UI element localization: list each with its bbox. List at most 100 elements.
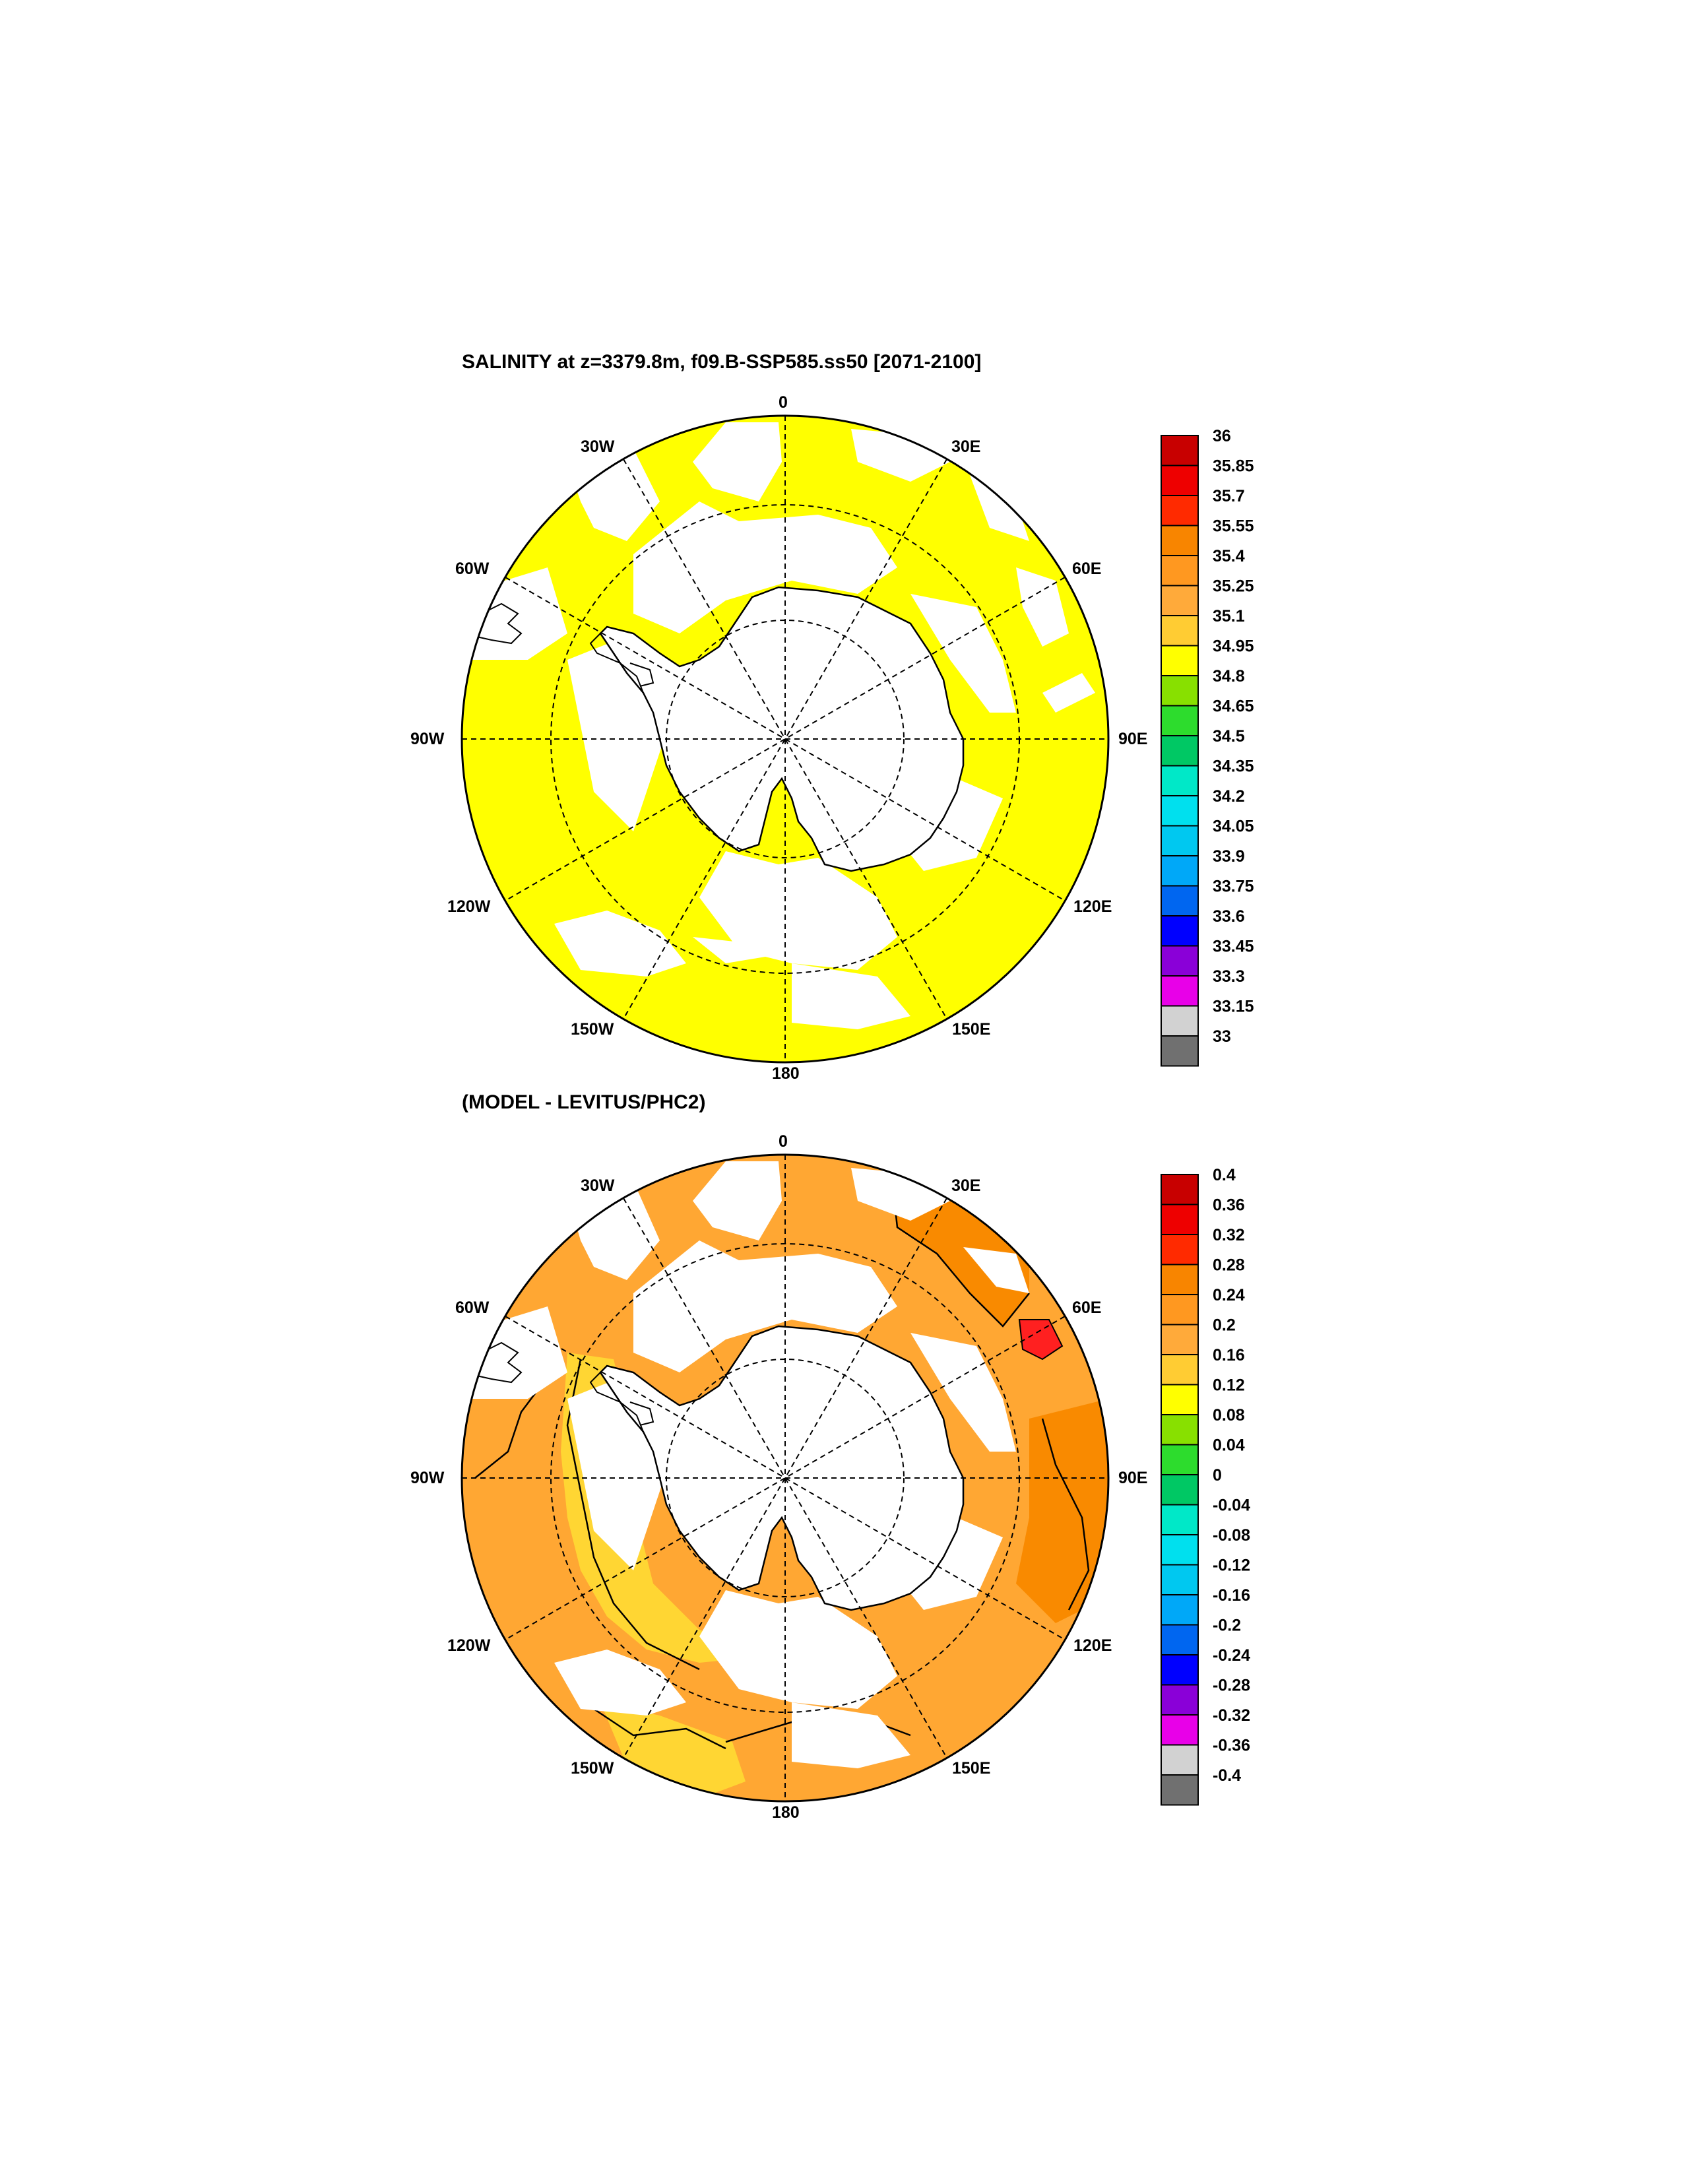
colorbar-label: 0.12 <box>1213 1376 1245 1395</box>
colorbar-label: 34.65 <box>1213 697 1254 716</box>
colorbar-label: -0.24 <box>1213 1646 1250 1665</box>
colorbar-swatch <box>1161 1534 1199 1566</box>
lon-label-120e: 120E <box>1073 1636 1112 1655</box>
lon-label-60w: 60W <box>455 1299 490 1317</box>
lon-label-0: 0 <box>779 1132 788 1151</box>
colorbar-label: -0.28 <box>1213 1677 1250 1695</box>
colorbar-swatch <box>1161 855 1199 887</box>
colorbar-swatch <box>1161 1444 1199 1475</box>
panel2-map <box>462 1155 1108 1801</box>
colorbar-swatch <box>1161 885 1199 916</box>
colorbar-label: 0.28 <box>1213 1256 1245 1275</box>
colorbar-swatch <box>1161 1264 1199 1295</box>
colorbar-label: 35.25 <box>1213 577 1254 596</box>
colorbar-label: 0.08 <box>1213 1406 1245 1425</box>
colorbar-swatch <box>1161 675 1199 707</box>
panel1-title: SALINITY at z=3379.8m, f09.B-SSP585.ss50… <box>462 351 981 373</box>
colorbar-label: 33.9 <box>1213 847 1245 866</box>
panel1-map-frame <box>461 414 1110 1064</box>
colorbar-label: -0.16 <box>1213 1586 1250 1605</box>
colorbar-label: 35.7 <box>1213 487 1245 505</box>
colorbar-swatch <box>1161 1354 1199 1386</box>
colorbar-swatch <box>1161 585 1199 616</box>
colorbar-label: -0.4 <box>1213 1766 1241 1785</box>
colorbar-swatch <box>1161 555 1199 587</box>
colorbar-swatch <box>1161 1384 1199 1415</box>
colorbar-swatch <box>1161 1174 1199 1205</box>
colorbar-swatch <box>1161 975 1199 1007</box>
colorbar-label: 33.15 <box>1213 998 1254 1016</box>
colorbar-label: 0.4 <box>1213 1166 1236 1184</box>
panel1-map <box>462 416 1108 1062</box>
colorbar-swatch <box>1161 1294 1199 1326</box>
colorbar-label: -0.32 <box>1213 1706 1250 1725</box>
colorbar-label: 34.8 <box>1213 667 1245 686</box>
colorbar-swatch <box>1161 525 1199 556</box>
colorbar-label: 33.6 <box>1213 907 1245 926</box>
panel1-gaps <box>462 422 1095 1029</box>
lon-label-60e: 60E <box>1072 1299 1101 1317</box>
panel2-colorbar: 0.4 0.36 0.32 0.28 0.24 0.2 0.16 0.12 0.08 0.04 0 -… <box>1161 1166 1250 1806</box>
colorbar-label: 33.75 <box>1213 878 1254 896</box>
colorbar-label: 34.5 <box>1213 727 1245 746</box>
colorbar-swatch <box>1161 825 1199 856</box>
lon-label-150w: 150W <box>571 1020 614 1039</box>
panel2-contours <box>474 1167 1090 1750</box>
lon-label-90w: 90W <box>410 730 445 748</box>
lon-label-60e: 60E <box>1072 560 1101 578</box>
lon-label-30w: 30W <box>581 1176 615 1195</box>
colorbar-swatch <box>1161 765 1199 796</box>
lon-label-30e: 30E <box>951 437 980 456</box>
panel2-peninsula <box>589 1372 654 1432</box>
colorbar-swatch <box>1161 1324 1199 1355</box>
colorbar-swatch <box>1161 1684 1199 1716</box>
colorbar-swatch <box>1161 1474 1199 1506</box>
colorbar-label: -0.04 <box>1213 1496 1250 1515</box>
panel2-title: (MODEL - LEVITUS/PHC2) <box>462 1091 705 1113</box>
lon-label-120e: 120E <box>1073 897 1112 916</box>
panel2-red-patch <box>1018 1319 1064 1361</box>
colorbar-label: 33 <box>1213 1027 1231 1046</box>
colorbar-swatch <box>1161 465 1199 496</box>
colorbar-label: 34.95 <box>1213 637 1254 656</box>
panel1-lon-labels: 0 30E 60E 90E 120E 150E 180 150W 120W 90… <box>410 393 1147 1083</box>
colorbar-swatch <box>1161 915 1199 947</box>
colorbar-swatch <box>1161 435 1199 466</box>
colorbar-swatch <box>1161 1774 1199 1806</box>
colorbar-label: -0.2 <box>1213 1617 1241 1635</box>
lon-label-90e: 90E <box>1118 730 1147 748</box>
colorbar-label: 0.32 <box>1213 1226 1245 1244</box>
panel-difference: (MODEL - LEVITUS/PHC2) <box>410 1091 1250 1822</box>
colorbar-label: 33.45 <box>1213 938 1254 956</box>
colorbar-swatch <box>1161 1234 1199 1266</box>
lon-label-150e: 150E <box>952 1020 990 1039</box>
colorbar-label: 0 <box>1213 1466 1222 1485</box>
colorbar-swatch <box>1161 1714 1199 1746</box>
panel2-lon-labels: 0 30E 60E 90E 120E 150E 180 150W 120W 90… <box>410 1132 1147 1822</box>
colorbar-swatch <box>1161 1035 1199 1067</box>
lon-label-30e: 30E <box>951 1176 980 1195</box>
colorbar-label: 36 <box>1213 427 1231 445</box>
lon-label-90w: 90W <box>410 1469 445 1487</box>
colorbar-label: 0.16 <box>1213 1346 1245 1365</box>
colorbar-swatch <box>1161 1005 1199 1037</box>
colorbar-swatch <box>1161 705 1199 736</box>
colorbar-label: -0.36 <box>1213 1737 1250 1755</box>
colorbar-swatch <box>1161 795 1199 827</box>
colorbar-label: 0.24 <box>1213 1286 1245 1304</box>
colorbar-swatch <box>1161 1654 1199 1686</box>
lon-label-120w: 120W <box>447 897 491 916</box>
colorbar-label: 35.4 <box>1213 547 1245 565</box>
colorbar-swatch <box>1161 1564 1199 1595</box>
colorbar-swatch <box>1161 735 1199 767</box>
lon-label-180: 180 <box>772 1803 800 1822</box>
colorbar-swatch <box>1161 645 1199 676</box>
panel1-colorbar: 36 35.85 35.7 35.55 35.4 35.25 35.1 34.95 34.8 34… <box>1161 427 1254 1067</box>
colorbar-label: 0.36 <box>1213 1196 1245 1215</box>
colorbar-label: 33.3 <box>1213 967 1245 986</box>
lon-label-90e: 90E <box>1118 1469 1147 1487</box>
colorbar-swatch <box>1161 495 1199 527</box>
colorbar-label: -0.08 <box>1213 1526 1250 1545</box>
colorbar-swatch <box>1161 1594 1199 1626</box>
